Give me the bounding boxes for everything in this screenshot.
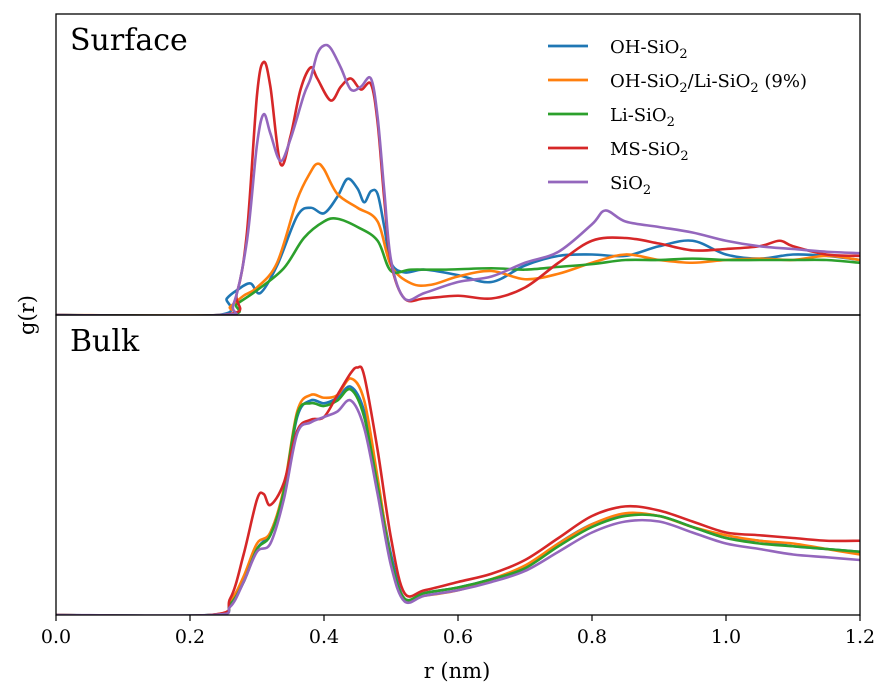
x-tick-label: 0.4	[309, 626, 339, 648]
panel-title: Bulk	[70, 324, 140, 359]
panels: Surface Bulk	[55, 13, 861, 616]
series-line-3	[56, 217, 860, 315]
panel-bulk: Bulk	[55, 314, 861, 616]
series-lines	[56, 365, 860, 615]
y-axis-label: g(r)	[15, 295, 39, 335]
series-line-1	[56, 177, 860, 315]
legend-label: SiO2	[610, 173, 651, 198]
x-tick-label: 1.0	[711, 626, 741, 648]
panel-frame	[55, 314, 861, 616]
legend-entry: Li-SiO2	[548, 105, 675, 130]
x-tick-label: 0.2	[175, 626, 205, 648]
series-line-2	[56, 377, 860, 615]
legend-entry: OH-SiO2/Li-SiO2 (9%)	[548, 71, 807, 96]
legend-entry: SiO2	[548, 173, 651, 198]
series-line-2	[56, 162, 860, 315]
legend-label: OH-SiO2/Li-SiO2 (9%)	[610, 71, 807, 96]
x-tick-label: 0.8	[577, 626, 607, 648]
legend-entry: OH-SiO2	[548, 37, 688, 62]
series-line-4	[56, 60, 860, 315]
panel-surface: Surface	[55, 13, 861, 316]
panel-title: Surface	[70, 23, 188, 58]
x-tick-label: 1.2	[845, 626, 875, 648]
legend-label: MS-SiO2	[610, 139, 689, 164]
legend-label: Li-SiO2	[610, 105, 675, 130]
x-tick-label: 0.6	[443, 626, 473, 648]
series-lines	[56, 43, 860, 315]
legend-entry: MS-SiO2	[548, 139, 689, 164]
series-line-4	[56, 365, 860, 615]
legend: OH-SiO2 OH-SiO2/Li-SiO2 (9%) Li-SiO2 MS-SiO…	[548, 37, 807, 198]
series-line-5	[56, 43, 860, 315]
x-axis: 0.0 0.2 0.4 0.6 0.8 1.0 1.2	[41, 615, 875, 648]
legend-label: OH-SiO2	[610, 37, 688, 62]
series-line-5	[56, 398, 860, 615]
x-tick-label: 0.0	[41, 626, 71, 648]
x-axis-label: r (nm)	[424, 659, 491, 683]
